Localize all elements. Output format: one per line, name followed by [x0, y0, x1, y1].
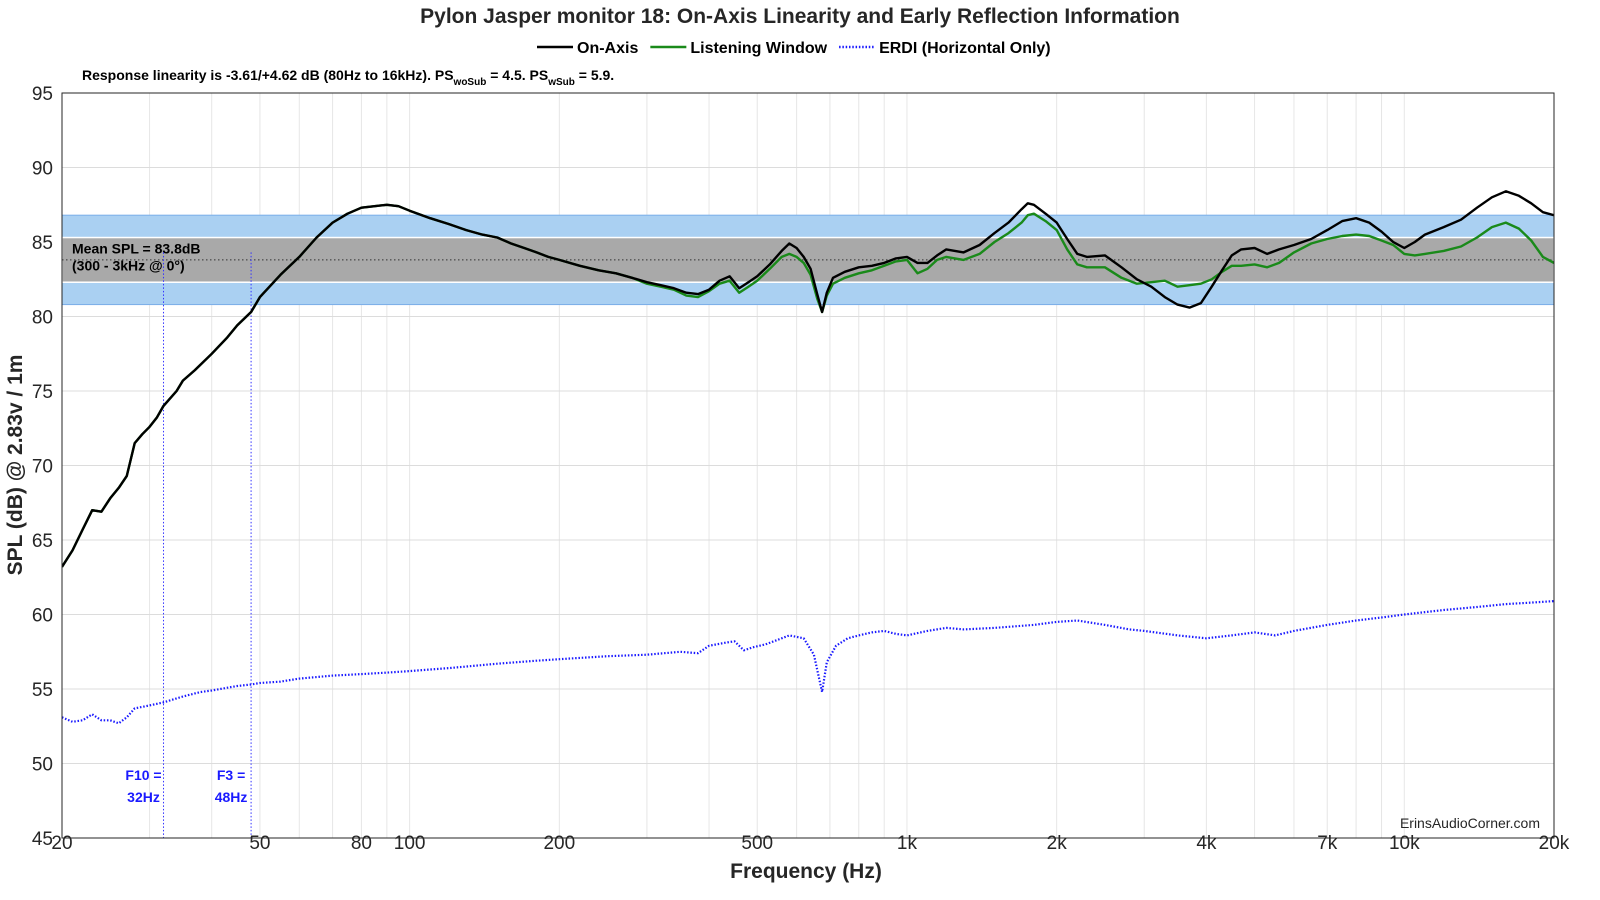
y-tick-label: 50	[32, 755, 53, 776]
marker-label: F3 =	[217, 767, 245, 783]
x-tick-label: 80	[351, 833, 372, 854]
series-lines	[62, 190, 1554, 725]
x-tick-label: 4k	[1196, 833, 1217, 854]
x-tick-label: 20	[51, 833, 72, 854]
y-tick-label: 60	[32, 606, 53, 627]
mean-range-label: (300 - 3kHz @ 0°)	[72, 258, 185, 274]
y-tick-label: 90	[32, 159, 53, 180]
y-tick-label: 75	[32, 382, 53, 403]
x-tick-label: 20k	[1539, 833, 1570, 854]
x-tick-labels: 20 50 80 100 200 500 1k 2k 4k 7k 10k 20k	[51, 833, 1569, 854]
series-on-axis	[62, 190, 1554, 568]
y-tick-labels: 95 90 85 80 75 70 65 60 55 50 45	[32, 84, 53, 850]
x-tick-label: 100	[394, 833, 426, 854]
y-tick-label: 95	[32, 84, 53, 105]
frequency-markers: F10 = 32Hz F3 = 48Hz	[125, 252, 252, 838]
legend-label: On-Axis	[577, 40, 638, 57]
mean-spl-label: Mean SPL = 83.8dB	[72, 241, 201, 257]
legend-label: ERDI (Horizontal Only)	[879, 40, 1051, 57]
x-tick-label: 7k	[1317, 833, 1338, 854]
y-tick-label: 85	[32, 233, 53, 254]
marker-value: 32Hz	[127, 789, 160, 805]
x-tick-label: 1k	[897, 833, 918, 854]
x-tick-label: 50	[249, 833, 270, 854]
mean-band: Mean SPL = 83.8dB(300 - 3kHz @ 0°)	[61, 214, 1555, 306]
chart-title: Pylon Jasper monitor 18: On-Axis Lineari…	[420, 5, 1180, 28]
x-tick-label: 10k	[1389, 833, 1420, 854]
y-tick-label: 65	[32, 531, 53, 552]
watermark: ErinsAudioCorner.com	[1400, 815, 1540, 831]
marker-label: F10 =	[125, 767, 161, 783]
x-tick-label: 500	[741, 833, 773, 854]
y-tick-label: 80	[32, 308, 53, 329]
series-erdi-horizontal-only	[62, 600, 1554, 725]
y-tick-label: 55	[32, 680, 53, 701]
marker-value: 48Hz	[215, 789, 248, 805]
linearity-annotation: Response linearity is -3.61/+4.62 dB (80…	[82, 67, 614, 88]
x-tick-label: 200	[543, 833, 575, 854]
y-axis-label: SPL (dB) @ 2.83v / 1m	[4, 355, 27, 576]
legend-label: Listening Window	[690, 40, 827, 57]
x-tick-label: 2k	[1047, 833, 1068, 854]
y-tick-label: 45	[32, 829, 53, 850]
y-tick-label: 70	[32, 457, 53, 478]
x-axis-label: Frequency (Hz)	[730, 860, 882, 883]
legend: On-Axis Listening Window ERDI (Horizontal …	[537, 40, 1051, 57]
plot-frame	[61, 92, 1555, 839]
